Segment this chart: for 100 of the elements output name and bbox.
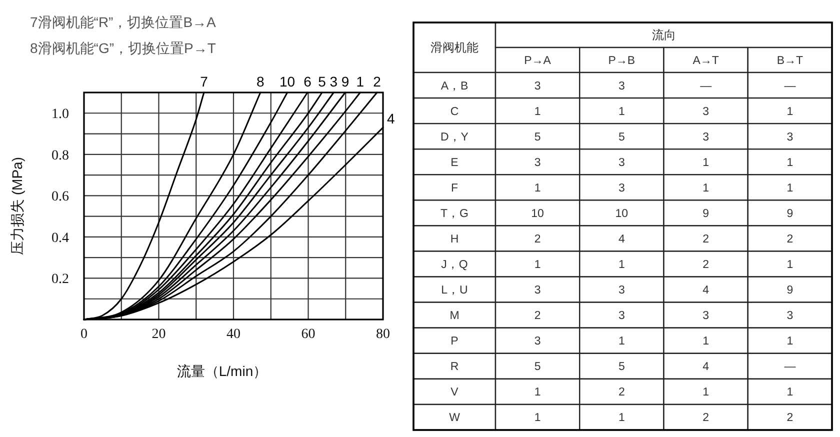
cell-text: 3 <box>702 106 710 118</box>
cell-text: 1 <box>534 412 541 424</box>
cell-text: 3 <box>618 80 625 92</box>
column-label: P→B <box>608 55 636 67</box>
x-tick-label: 0 <box>80 327 88 342</box>
y-tick-label: 1.0 <box>52 107 69 122</box>
row-label: W <box>449 412 460 424</box>
cell-text: 1 <box>618 412 625 424</box>
cell-text: 9 <box>702 208 710 220</box>
cell-text: — <box>700 80 712 92</box>
cell-text: 1 <box>786 336 794 348</box>
cell-text: 3 <box>534 336 541 348</box>
cell-text: 3 <box>702 131 710 144</box>
cell-text: 2 <box>618 386 625 399</box>
cell-text: — <box>784 80 796 92</box>
cell-text: 1 <box>534 259 541 272</box>
y-axis-title: 压力损失 (MPa) <box>9 157 25 255</box>
row-label: J，Q <box>441 259 468 272</box>
series-label: 4 <box>387 110 395 127</box>
cell-text: 5 <box>618 361 625 374</box>
row-label: C <box>450 106 459 118</box>
cell-text: 9 <box>786 284 794 297</box>
cell-text: 1 <box>618 336 625 348</box>
column-label: A→T <box>692 55 719 67</box>
row-label: P <box>450 336 458 348</box>
x-tick-label: 80 <box>376 327 390 342</box>
x-tick-label: 40 <box>226 327 240 342</box>
series-label: 7 <box>200 74 208 90</box>
cell-text: 2 <box>786 233 794 246</box>
y-tick-label: 0.6 <box>52 190 69 205</box>
series-label: 10 <box>280 74 296 90</box>
cell-text: 4 <box>618 233 625 246</box>
cell-text: 1 <box>618 106 625 118</box>
row-label: V <box>450 386 458 399</box>
column-group-title: 流向 <box>652 28 676 42</box>
cell-text: 2 <box>702 233 710 246</box>
cell-text: 3 <box>534 80 541 92</box>
row-label: A，B <box>440 80 468 92</box>
series-label: 1 <box>356 74 364 90</box>
cell-text: 10 <box>531 208 544 220</box>
cell-text: 1 <box>786 259 794 272</box>
series-label: 3 <box>330 74 338 90</box>
cell-text: 1 <box>786 156 794 169</box>
cell-text: 2 <box>702 412 710 424</box>
cell-text: 1 <box>786 386 794 399</box>
cell-text: 5 <box>534 131 541 144</box>
row-label: H <box>450 233 459 246</box>
series-label: 6 <box>304 74 312 90</box>
cell-text: 3 <box>618 182 625 194</box>
cell-text: 1 <box>786 106 794 118</box>
cell-text: 4 <box>702 361 710 374</box>
row-label: F <box>450 182 458 194</box>
cell-text: 2 <box>534 233 541 246</box>
cell-text: 1 <box>534 386 541 399</box>
y-tick-label: 0.4 <box>52 230 69 246</box>
cell-text: 5 <box>534 361 541 374</box>
cell-text: 3 <box>618 156 625 169</box>
annotation: 7滑阀机能“R”，切换位置B→A <box>30 14 216 30</box>
cell-text: 5 <box>618 131 625 144</box>
series-label: 5 <box>318 74 326 90</box>
cell-text: 1 <box>702 156 710 169</box>
cell-text: 3 <box>618 284 625 297</box>
cell-text: 2 <box>702 259 710 272</box>
cell-text: 1 <box>534 106 541 118</box>
column-label: P→A <box>524 55 551 67</box>
cell-text: 10 <box>615 208 628 220</box>
column-label: B→T <box>776 55 804 67</box>
series-label: 9 <box>341 74 350 90</box>
row-label: T，G <box>440 208 468 220</box>
cell-text: 1 <box>702 336 710 348</box>
cell-text: 1 <box>534 182 541 194</box>
annotation: 8滑阀机能“G”，切换位置P→T <box>30 40 216 56</box>
cell-text: 1 <box>702 182 710 194</box>
y-tick-label: 0.2 <box>52 272 69 288</box>
cell-text: 3 <box>786 310 794 322</box>
row-label: L，U <box>441 284 468 297</box>
x-tick-label: 60 <box>301 327 316 342</box>
series-label: 2 <box>373 74 381 90</box>
cell-text: 9 <box>786 208 794 220</box>
cell-text: 3 <box>618 310 625 322</box>
cell-text: 1 <box>702 386 710 399</box>
cell-text: — <box>784 361 796 374</box>
cell-text: 3 <box>534 284 541 297</box>
row-header-title: 滑阀机能 <box>430 40 478 54</box>
cell-text: 2 <box>786 412 794 424</box>
x-axis-title: 流量（L/min） <box>176 363 268 379</box>
cell-text: 1 <box>786 182 794 194</box>
cell-text: 2 <box>534 310 541 322</box>
y-tick-label: 0.8 <box>52 148 69 164</box>
cell-text: 3 <box>786 131 794 144</box>
row-label: E <box>450 156 458 169</box>
row-label: R <box>450 361 459 374</box>
x-tick-label: 20 <box>152 327 166 342</box>
row-label: M <box>450 310 460 322</box>
series-label: 8 <box>256 74 264 90</box>
row-label: D，Y <box>440 131 468 144</box>
cell-text: 4 <box>702 284 710 297</box>
cell-text: 1 <box>618 259 625 272</box>
cell-text: 3 <box>534 156 541 169</box>
cell-text: 3 <box>702 310 710 322</box>
